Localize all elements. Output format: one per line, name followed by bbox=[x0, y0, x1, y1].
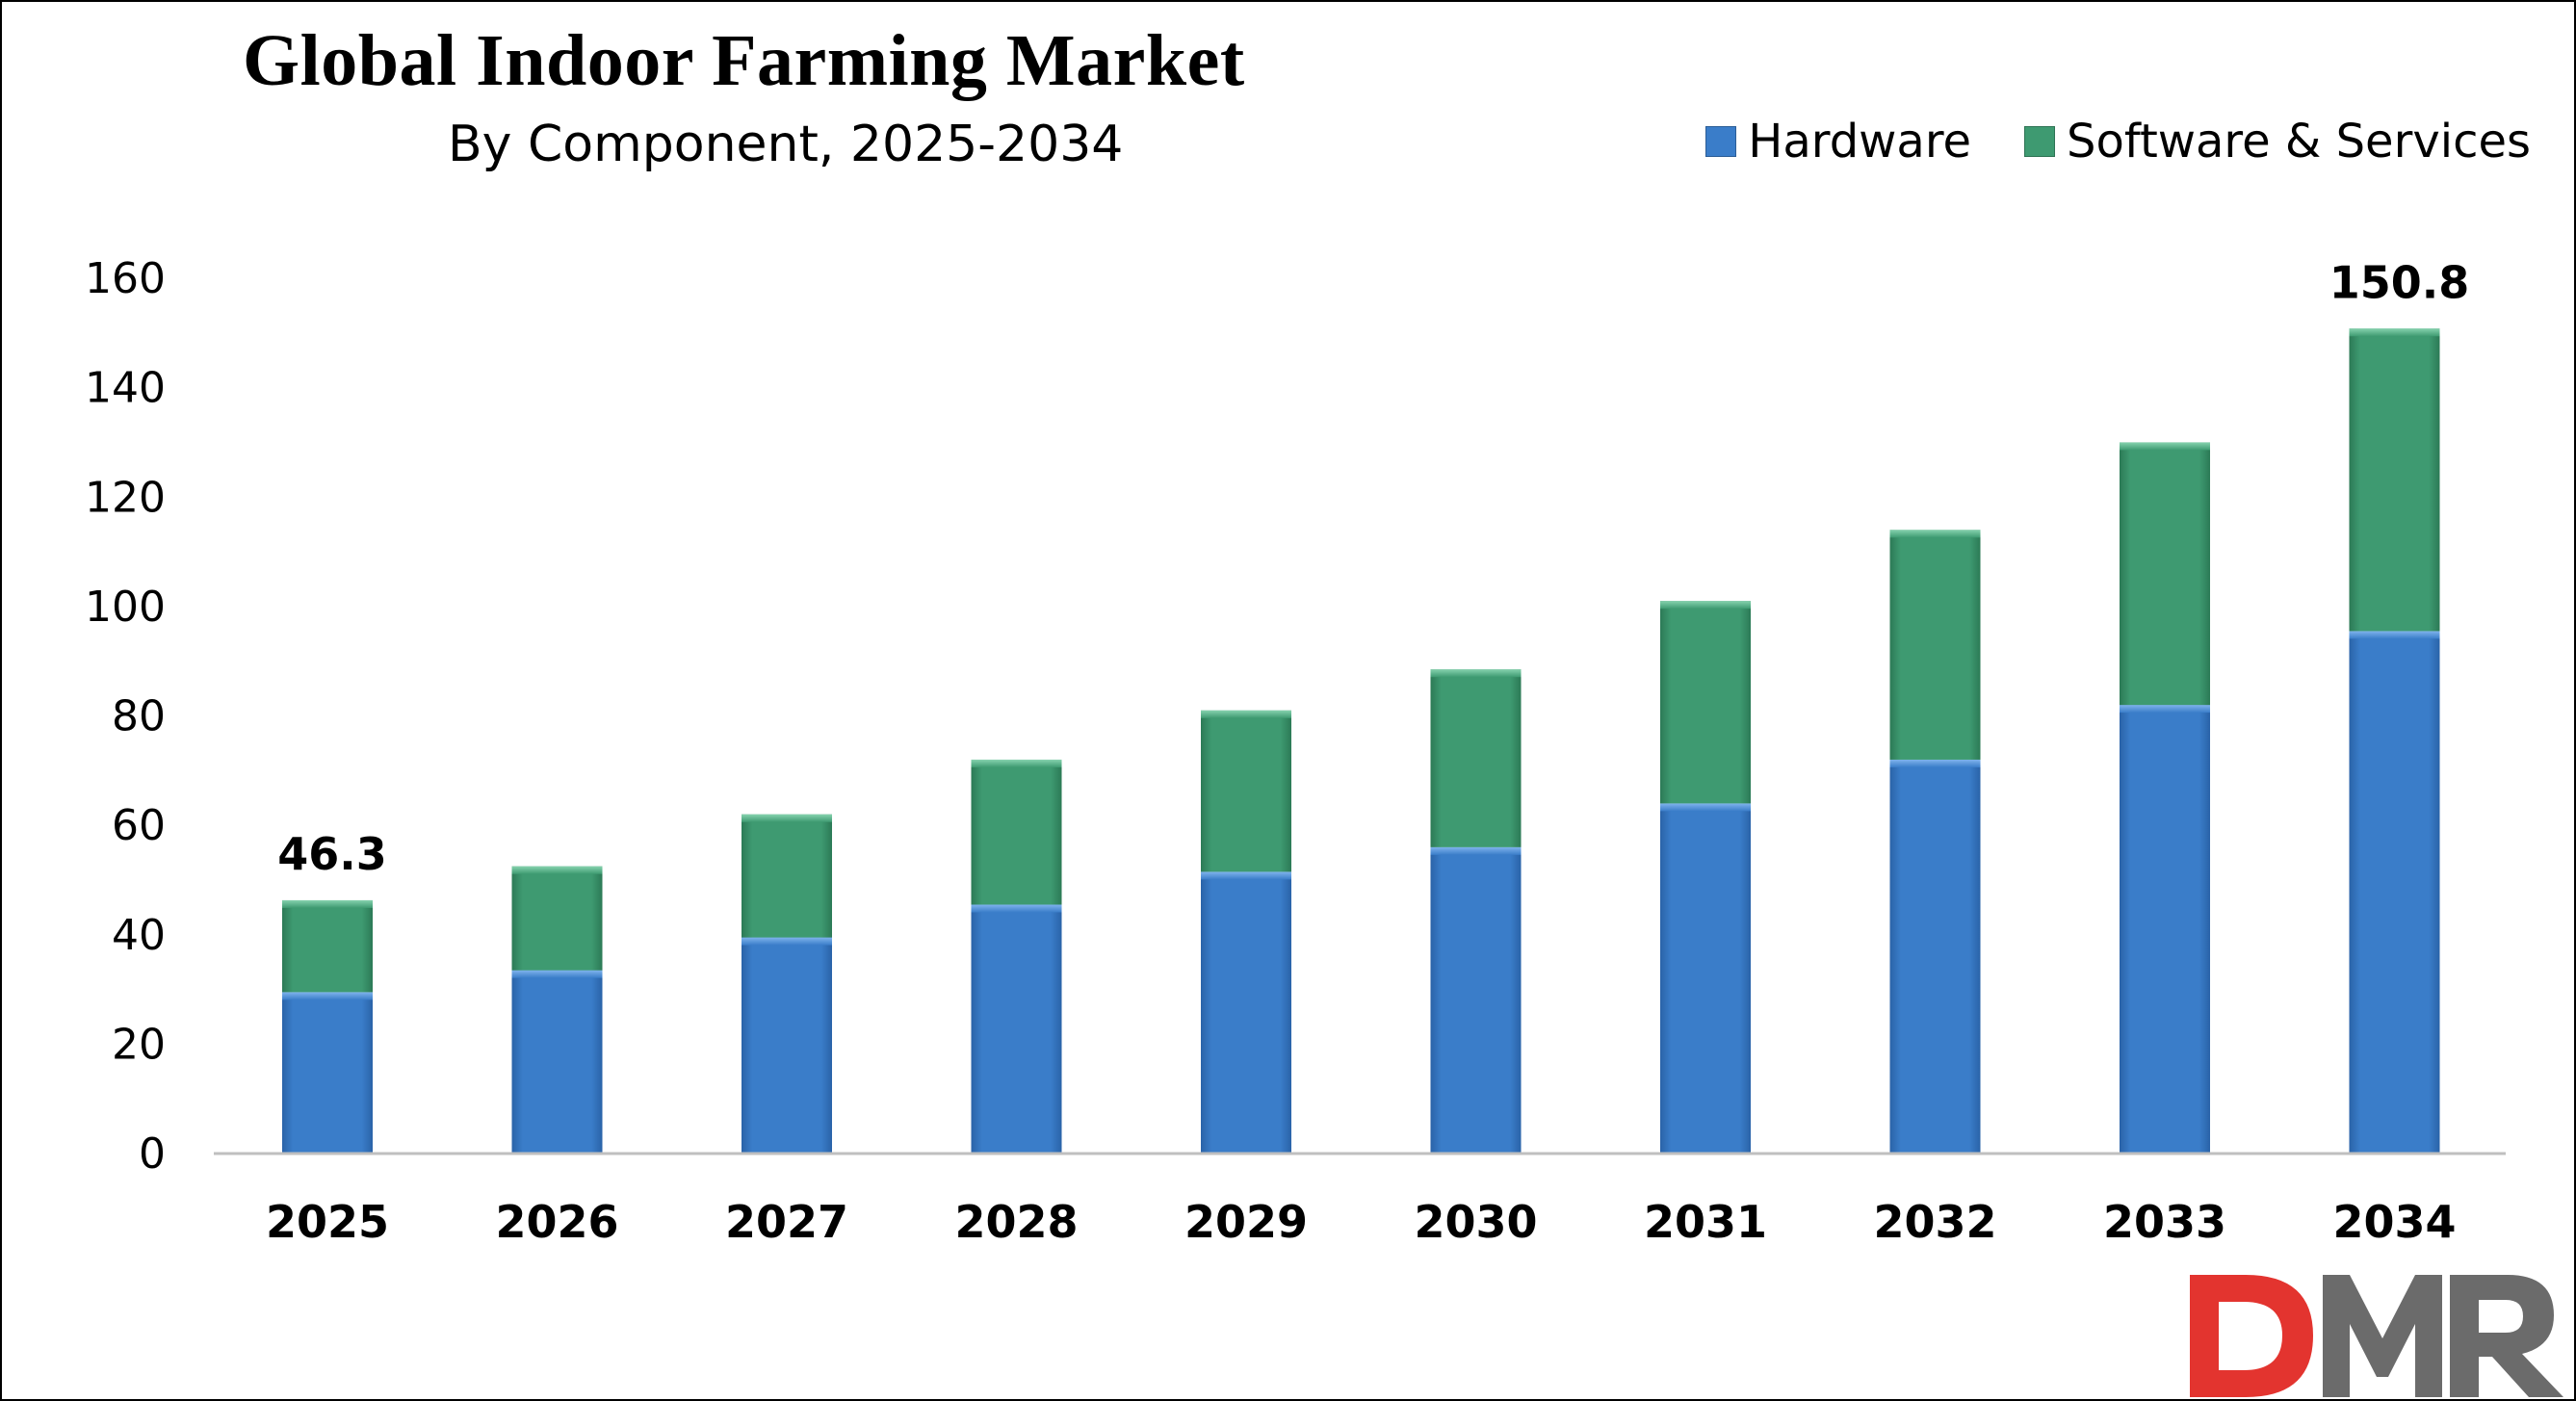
x-tick-label: 2029 bbox=[1184, 1196, 1308, 1248]
bars-group bbox=[282, 328, 2440, 1154]
x-tick-label: 2025 bbox=[266, 1196, 389, 1248]
bar-hardware bbox=[1889, 759, 1981, 1154]
bar-top-highlight bbox=[2120, 442, 2210, 451]
bar-top-highlight bbox=[1889, 759, 1981, 767]
bar-top-highlight bbox=[2120, 705, 2210, 713]
bar-top-highlight bbox=[2349, 328, 2440, 337]
bar-hardware bbox=[1660, 803, 1751, 1154]
legend-label-software-services: Software & Services bbox=[2067, 115, 2531, 169]
chart-title: Global Indoor Farming Market bbox=[243, 20, 1245, 101]
chart-subtitle: By Component, 2025-2034 bbox=[448, 116, 1124, 173]
bar-software-services bbox=[2349, 328, 2440, 632]
bar-top-highlight bbox=[971, 904, 1062, 913]
bar-software-services bbox=[1430, 669, 1522, 847]
bar-top-highlight bbox=[1430, 669, 1522, 678]
bar-hardware bbox=[282, 992, 373, 1154]
y-tick-label: 0 bbox=[139, 1129, 166, 1179]
bar-software-services bbox=[742, 814, 832, 938]
y-tick-label: 120 bbox=[85, 473, 166, 522]
bar-top-highlight bbox=[511, 970, 603, 978]
y-axis: 0 20 40 60 80 100 120 140 160 bbox=[85, 254, 166, 1179]
legend-item-software-services: Software & Services bbox=[2024, 115, 2531, 169]
legend-item-hardware: Hardware bbox=[1705, 115, 1971, 169]
bar-top-highlight bbox=[282, 899, 373, 908]
bar-hardware bbox=[971, 904, 1062, 1154]
y-tick-label: 20 bbox=[112, 1020, 166, 1069]
legend-swatch-hardware bbox=[1705, 126, 1737, 157]
x-tick-label: 2033 bbox=[2103, 1196, 2226, 1248]
legend-swatch-software-services bbox=[2024, 126, 2056, 157]
data-labels-group: 46.3 150.8 bbox=[277, 256, 2469, 880]
bar-hardware bbox=[742, 937, 832, 1154]
bar-hardware bbox=[2349, 631, 2440, 1154]
y-tick-label: 40 bbox=[112, 911, 166, 960]
x-tick-label: 2027 bbox=[725, 1196, 848, 1248]
x-tick-label: 2032 bbox=[1873, 1196, 1996, 1248]
dmr-logo bbox=[2190, 1275, 2563, 1397]
logo-letter-r bbox=[2450, 1275, 2563, 1397]
bar-top-highlight bbox=[282, 992, 373, 1000]
bar-hardware bbox=[2120, 705, 2210, 1154]
bar-top-highlight bbox=[1660, 601, 1751, 610]
chart-legend: Hardware Software & Services bbox=[1705, 115, 2531, 169]
bar-hardware bbox=[511, 970, 603, 1154]
legend-label-hardware: Hardware bbox=[1748, 115, 1972, 169]
data-label: 150.8 bbox=[2329, 256, 2470, 308]
bar-top-highlight bbox=[971, 759, 1062, 767]
logo-letter-d bbox=[2190, 1275, 2313, 1397]
bar-software-services bbox=[511, 866, 603, 971]
bar-software-services bbox=[1660, 601, 1751, 804]
bar-software-services bbox=[1201, 710, 1291, 872]
bar-top-highlight bbox=[1889, 530, 1981, 538]
x-tick-label: 2028 bbox=[954, 1196, 1078, 1248]
y-tick-label: 60 bbox=[112, 801, 166, 850]
y-tick-label: 80 bbox=[112, 692, 166, 741]
bar-top-highlight bbox=[1201, 871, 1291, 880]
x-axis: 2025 2026 2027 2028 2029 2030 2031 2032 2033 2034 bbox=[214, 1152, 2506, 1248]
bar-hardware bbox=[1201, 871, 1291, 1154]
bar-top-highlight bbox=[1201, 710, 1291, 718]
bar-top-highlight bbox=[1660, 803, 1751, 812]
bar-top-highlight bbox=[511, 866, 603, 874]
bar-software-services bbox=[282, 899, 373, 993]
data-label: 46.3 bbox=[277, 828, 387, 880]
bar-software-services bbox=[2120, 442, 2210, 706]
y-tick-label: 100 bbox=[85, 583, 166, 632]
y-tick-label: 140 bbox=[85, 364, 166, 413]
bar-top-highlight bbox=[742, 937, 832, 946]
bar-software-services bbox=[1889, 530, 1981, 760]
x-tick-label: 2026 bbox=[495, 1196, 618, 1248]
logo-letter-m bbox=[2323, 1275, 2442, 1397]
x-tick-label: 2030 bbox=[1414, 1196, 1537, 1248]
x-tick-label: 2034 bbox=[2332, 1196, 2456, 1248]
bar-software-services bbox=[971, 759, 1062, 905]
bar-hardware bbox=[1430, 846, 1522, 1154]
bar-top-highlight bbox=[742, 814, 832, 822]
bar-top-highlight bbox=[2349, 631, 2440, 639]
x-tick-label: 2031 bbox=[1644, 1196, 1767, 1248]
bar-top-highlight bbox=[1430, 846, 1522, 855]
y-tick-label: 160 bbox=[85, 254, 166, 303]
